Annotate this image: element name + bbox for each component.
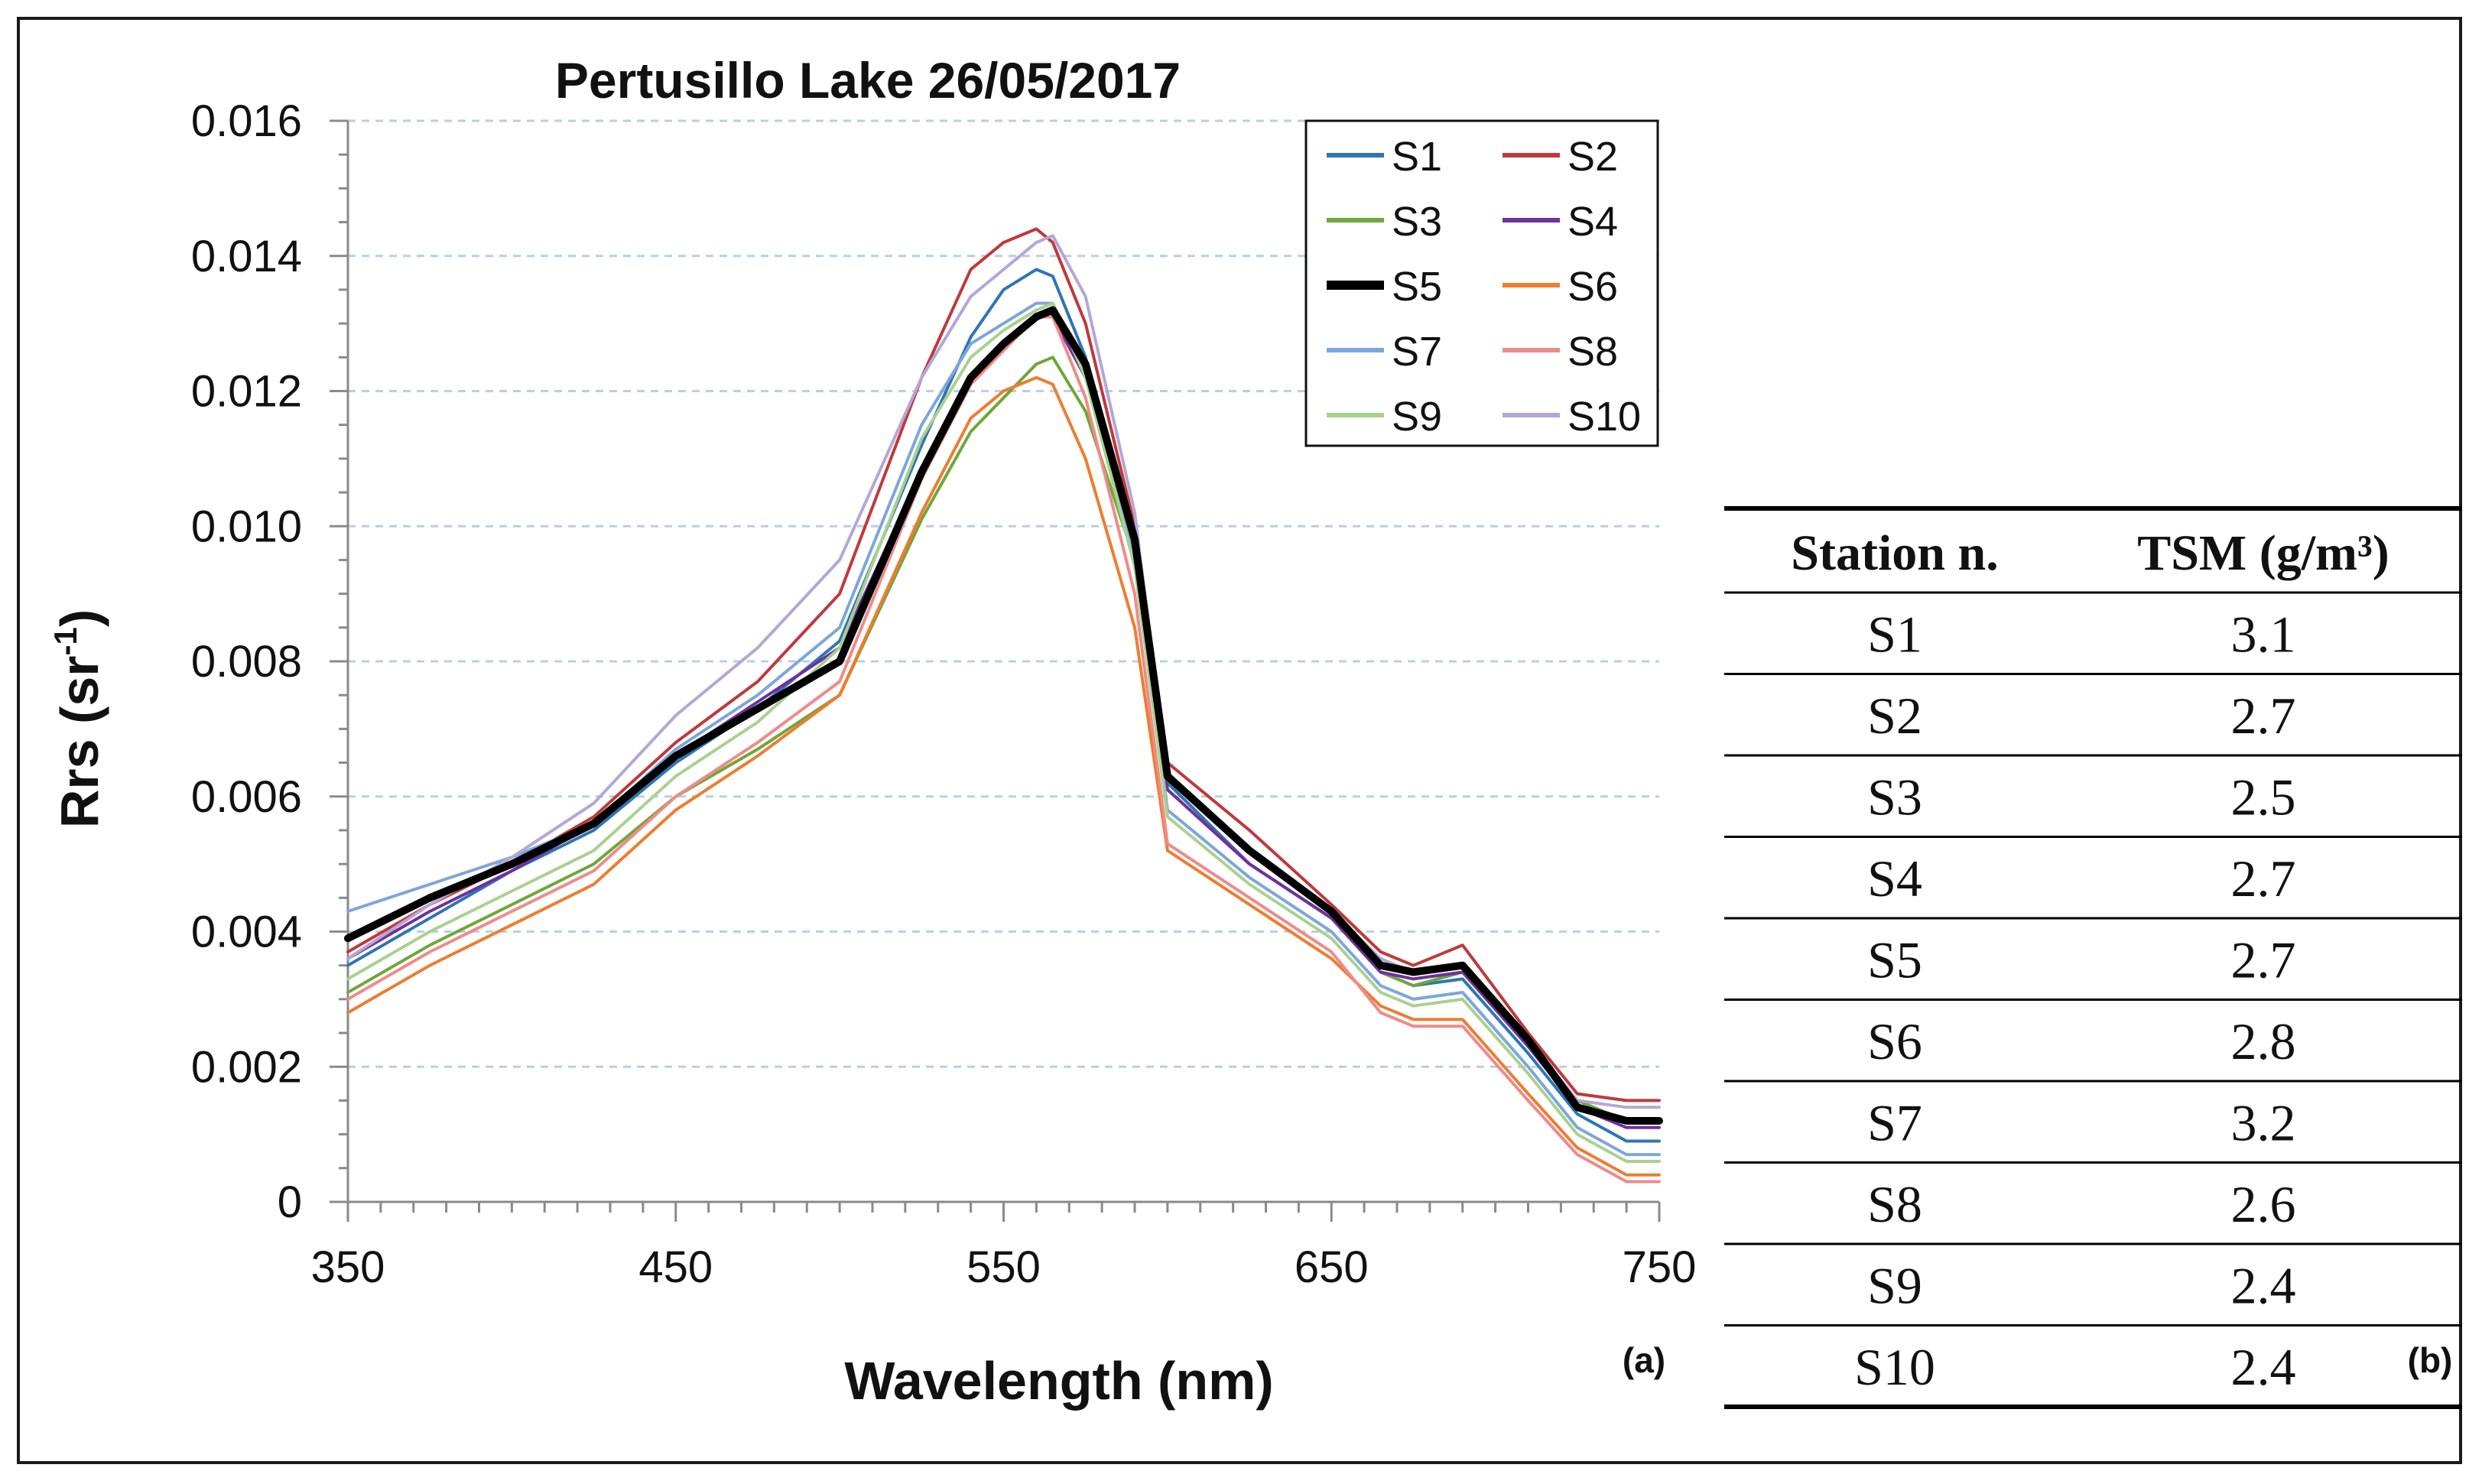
table-cell-station: S7 bbox=[1867, 1093, 1922, 1151]
panel-label-a: (a) bbox=[1623, 1340, 1665, 1380]
tsm-table: Station n. TSM (g/m³) S1 3.1 S2 2.7 S3 2.5 S4 2.7… bbox=[1724, 506, 2462, 1409]
panel-label-b: (b) bbox=[2408, 1340, 2453, 1380]
legend-label-s2: S2 bbox=[1567, 134, 1618, 180]
y-tick-label: 0 bbox=[278, 1177, 302, 1227]
legend-label-s5: S5 bbox=[1392, 264, 1442, 310]
table-cell-tsm: 2.8 bbox=[2231, 1012, 2296, 1070]
x-tick-label: 650 bbox=[1295, 1242, 1369, 1292]
y-tick-label: 0.006 bbox=[191, 772, 302, 822]
x-tick-label: 350 bbox=[311, 1242, 385, 1292]
series-line-s1 bbox=[346, 268, 1661, 1143]
table-cell-tsm: 3.2 bbox=[2231, 1093, 2296, 1151]
series-line-s3 bbox=[346, 356, 1661, 1122]
series-lines bbox=[344, 227, 1663, 1184]
y-tick-label: 0.010 bbox=[191, 502, 302, 551]
x-tick-label: 550 bbox=[966, 1242, 1041, 1292]
table-header-tsm: TSM (g/m³) bbox=[2137, 525, 2389, 581]
legend-label-s9: S9 bbox=[1392, 394, 1442, 440]
table-cell-station: S4 bbox=[1867, 849, 1922, 908]
table-cell-station: S6 bbox=[1867, 1012, 1922, 1070]
series-line-s5 bbox=[344, 306, 1663, 1125]
x-axis-title: Wavelength (nm) bbox=[844, 1351, 1273, 1411]
series-line-s6 bbox=[346, 375, 1661, 1177]
y-axis-title-close: ) bbox=[50, 609, 109, 627]
table-cell-station: S3 bbox=[1867, 768, 1922, 826]
y-tick-label: 0.002 bbox=[191, 1042, 302, 1092]
y-tick-label: 0.004 bbox=[191, 908, 302, 957]
figure-frame bbox=[17, 17, 2462, 1464]
y-tick-label: 0.014 bbox=[191, 232, 302, 281]
table-cell-station: S1 bbox=[1867, 605, 1922, 663]
table-header-station: Station n. bbox=[1791, 525, 1998, 581]
x-tick-label: 750 bbox=[1623, 1242, 1697, 1292]
table-cell-tsm: 3.1 bbox=[2231, 605, 2296, 663]
legend-label-s10: S10 bbox=[1567, 394, 1641, 440]
legend: S1 S2 S3 S4 S5 S6 S7 S8 S9 S10 bbox=[1304, 119, 1659, 447]
legend-label-s4: S4 bbox=[1567, 199, 1618, 245]
table-cell-tsm: 2.7 bbox=[2231, 687, 2296, 745]
x-tick-label: 450 bbox=[638, 1242, 713, 1292]
table-cell-tsm: 2.7 bbox=[2231, 930, 2296, 989]
series-line-s2 bbox=[346, 227, 1661, 1102]
series-line-s8 bbox=[346, 315, 1661, 1184]
chart-title: Pertusillo Lake 26/05/2017 bbox=[555, 52, 1181, 109]
y-tick-label: 0.016 bbox=[191, 96, 302, 146]
table-cell-station: S8 bbox=[1867, 1175, 1922, 1233]
y-tick-label: 0.012 bbox=[191, 367, 302, 417]
table-cell-tsm: 2.7 bbox=[2231, 849, 2296, 908]
table-cell-station: S10 bbox=[1854, 1338, 1935, 1396]
y-axis-title: Rrs (sr-1) bbox=[47, 609, 109, 828]
legend-label-s7: S7 bbox=[1392, 329, 1442, 375]
legend-label-s1: S1 bbox=[1392, 134, 1442, 180]
legend-label-s6: S6 bbox=[1567, 264, 1618, 310]
table-cell-station: S2 bbox=[1867, 687, 1922, 745]
y-axis-title-sup: -1 bbox=[47, 627, 83, 655]
table-cell-station: S9 bbox=[1867, 1256, 1922, 1314]
axes: 350 450 550 650 750 0 0.002 0.004 0.006 0.008 0.01… bbox=[191, 96, 1697, 1292]
table-cell-tsm: 2.4 bbox=[2231, 1256, 2296, 1314]
table-cell-tsm: 2.6 bbox=[2231, 1175, 2296, 1233]
table-cell-tsm: 2.4 bbox=[2231, 1338, 2296, 1396]
table-cell-tsm: 2.5 bbox=[2231, 768, 2296, 826]
y-axis-title-main: Rrs (sr bbox=[50, 656, 109, 829]
legend-label-s8: S8 bbox=[1567, 329, 1618, 375]
legend-label-s3: S3 bbox=[1392, 199, 1442, 245]
table-cell-station: S5 bbox=[1867, 930, 1922, 989]
y-tick-label: 0.008 bbox=[191, 637, 302, 687]
